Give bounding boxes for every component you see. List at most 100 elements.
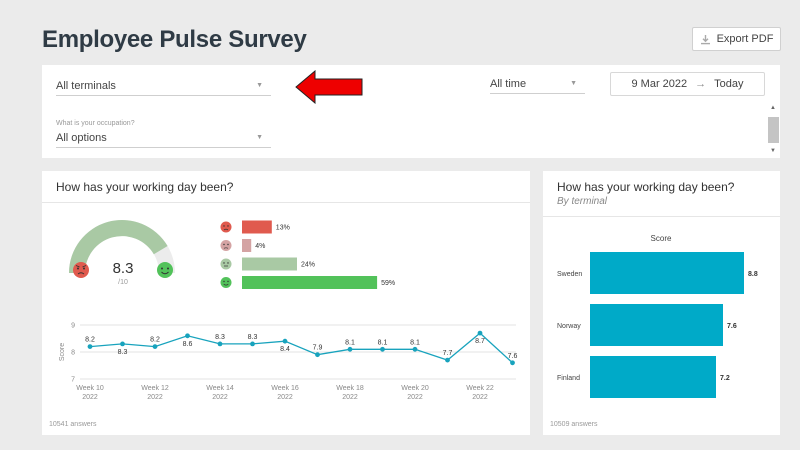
terminal-bar-chart: Score Sweden 8.8 Norway 7.6 Finland 7.2	[557, 234, 758, 398]
page-title: Employee Pulse Survey	[42, 26, 307, 53]
line-point	[217, 341, 223, 347]
distribution-bar-label: 13%	[276, 225, 290, 232]
distribution-bar	[242, 257, 297, 271]
distribution-bar-label: 4%	[255, 243, 265, 250]
scroll-down-icon[interactable]: ▼	[770, 148, 776, 154]
terminal-category-label: Finland	[557, 375, 580, 382]
export-pdf-label: Export PDF	[716, 33, 774, 45]
filters-scrollbar[interactable]: ▲ ▼	[767, 103, 780, 158]
answer-count: 10541 answers	[49, 421, 97, 428]
red-arrow-annotation	[295, 70, 363, 104]
line-point	[120, 341, 125, 347]
point-label: 8.3	[118, 349, 128, 356]
occupation-select-value: All options	[56, 131, 107, 144]
line-point	[152, 344, 158, 349]
y-tick-label: 8	[71, 350, 75, 357]
gauge-fill	[69, 220, 168, 273]
point-label: 8.3	[215, 334, 225, 341]
terminal-bar-value: 7.2	[720, 375, 730, 382]
sad-face-icon	[220, 240, 232, 251]
terminal-card-title: How has your working day been?	[557, 180, 735, 194]
arrow-right-icon: →	[695, 78, 707, 90]
happy-face-icon	[220, 277, 232, 288]
date-range-picker[interactable]: 9 Mar 2022 → Today	[610, 72, 765, 96]
answer-count: 10509 answers	[550, 421, 598, 428]
x-tick-year: 2022	[472, 394, 488, 401]
terminal-bar	[590, 356, 716, 398]
y-tick-label: 7	[71, 377, 75, 384]
scrollbar-thumb[interactable]	[768, 117, 779, 143]
time-period-select[interactable]: All time ▼	[490, 74, 585, 94]
line-point	[445, 357, 450, 363]
filters-panel: All terminals ▼ All time ▼ 9 Mar 2022 → …	[42, 65, 780, 158]
overall-charts: 8.3 /10 13% 4% 24% 59% 7 8 9 Score 8.2 8.3 8.2 8.6…	[59, 220, 517, 402]
answer-distribution-chart: 13% 4% 24% 59%	[220, 220, 395, 289]
score-line	[89, 332, 513, 364]
occupation-select[interactable]: All options ▼	[56, 128, 271, 148]
point-label: 7.9	[313, 345, 323, 352]
x-tick-label: Week 14	[206, 385, 234, 392]
distribution-bar	[242, 220, 272, 234]
terminal-bar	[590, 304, 723, 346]
x-tick-label: Week 16	[271, 385, 299, 392]
download-icon	[700, 34, 710, 44]
date-from: 9 Mar 2022	[631, 78, 688, 90]
occupation-label: What is your occupation?	[56, 120, 135, 127]
line-point	[380, 346, 385, 352]
line-point	[315, 352, 320, 358]
distribution-bar-label: 24%	[301, 262, 315, 269]
line-point	[412, 346, 418, 352]
line-point	[510, 360, 515, 366]
x-tick-label: Week 20	[401, 385, 429, 392]
point-label: 8.4	[280, 346, 290, 353]
distribution-bar	[242, 276, 378, 289]
overall-card-title: How has your working day been?	[56, 180, 234, 194]
point-label: 8.2	[150, 337, 160, 344]
point-label: 8.6	[183, 341, 193, 348]
point-label: 8.2	[85, 337, 95, 344]
overall-score-card: How has your working day been? 8.3 /10 1…	[42, 171, 530, 435]
happy-face-icon	[157, 262, 173, 278]
scroll-up-icon[interactable]: ▲	[770, 105, 776, 111]
line-point	[250, 341, 255, 347]
line-point	[87, 344, 93, 349]
neutral-face-icon	[220, 258, 232, 270]
distribution-bar	[242, 239, 252, 252]
x-tick-year: 2022	[407, 394, 423, 401]
caret-down-icon: ▼	[256, 82, 263, 89]
line-point	[347, 346, 353, 352]
point-label: 7.7	[443, 350, 453, 357]
date-to: Today	[714, 78, 744, 90]
card-divider	[543, 216, 780, 217]
x-tick-year: 2022	[342, 394, 358, 401]
card-divider	[42, 202, 530, 203]
x-tick-year: 2022	[82, 394, 98, 401]
point-label: 8.7	[475, 338, 485, 345]
terminal-bar	[590, 252, 744, 294]
terminal-category-label: Norway	[557, 323, 581, 330]
terminal-bar-value: 8.8	[748, 271, 758, 278]
gauge-score-max: /10	[118, 279, 128, 286]
export-pdf-button[interactable]: Export PDF	[692, 27, 781, 51]
line-point	[477, 330, 483, 336]
terminal-bar-value: 7.6	[727, 323, 737, 330]
x-tick-label: Week 12	[141, 385, 169, 392]
caret-down-icon: ▼	[570, 80, 577, 87]
x-tick-label: Week 22	[466, 385, 494, 392]
angry-face-icon	[73, 262, 89, 278]
terminal-chart-title: Score	[651, 234, 672, 243]
score-gauge: 8.3 /10	[69, 220, 175, 286]
terminal-category-label: Sweden	[557, 271, 582, 278]
y-axis-label: Score	[59, 343, 66, 361]
time-period-select-value: All time	[490, 77, 527, 90]
point-label: 8.1	[378, 339, 388, 346]
line-point	[282, 338, 288, 344]
terminal-score-card: How has your working day been? By termin…	[543, 171, 780, 435]
x-tick-label: Week 10	[76, 385, 104, 392]
score-over-time-chart: 7 8 9 Score 8.2 8.3 8.2 8.6 8.3 8.3 8.4 7.9 8.1 8.1 8.…	[59, 323, 517, 402]
x-tick-label: Week 18	[336, 385, 364, 392]
terminals-select[interactable]: All terminals ▼	[56, 76, 271, 96]
terminals-select-value: All terminals	[56, 79, 116, 92]
distribution-bar-label: 59%	[381, 280, 395, 287]
y-tick-label: 9	[71, 323, 75, 330]
